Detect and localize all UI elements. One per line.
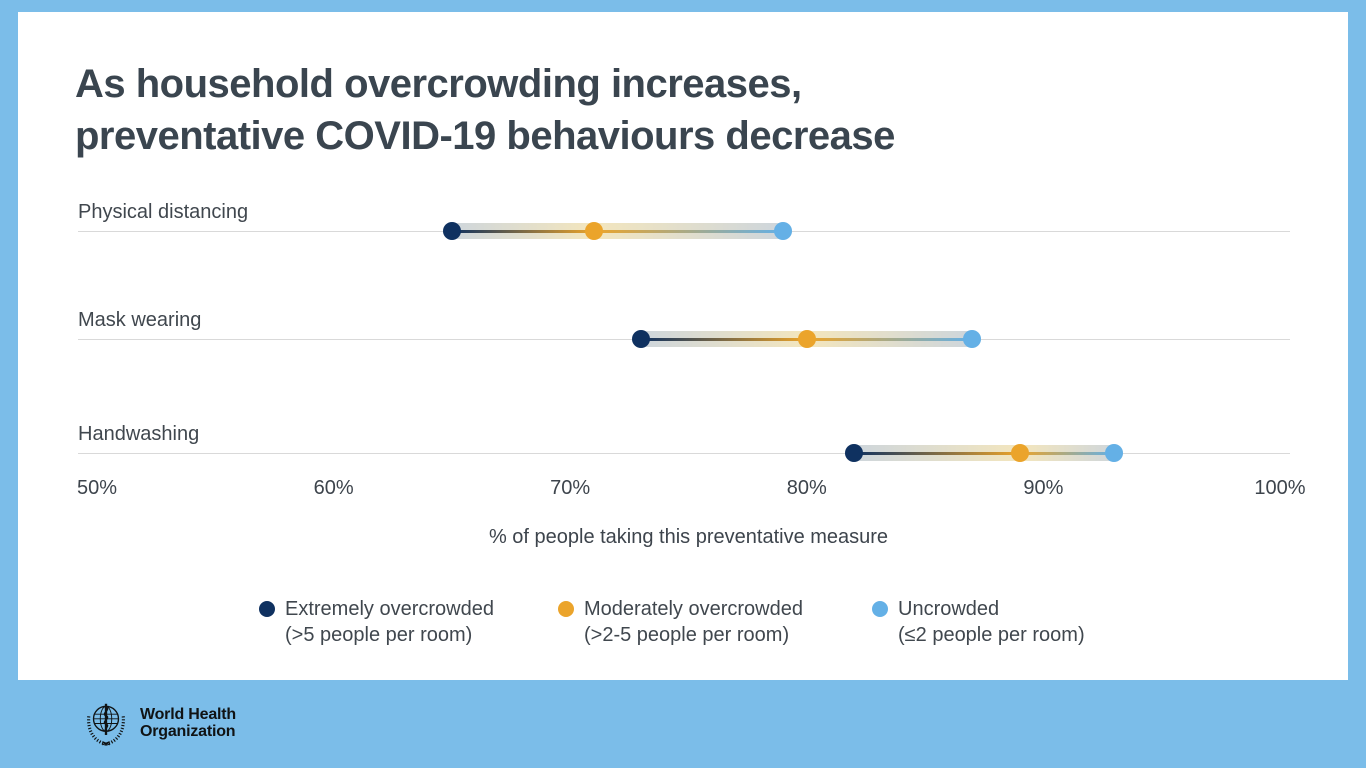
dumbbell-connector-line bbox=[451, 230, 784, 233]
chart-title-line1: As household overcrowding increases, bbox=[75, 62, 802, 106]
legend-label-line1: Moderately overcrowded bbox=[584, 598, 803, 620]
x-tick-90: 90% bbox=[1023, 477, 1064, 499]
legend-dot-uncrowded bbox=[872, 601, 888, 617]
legend-label-line2: (>2-5 people per room) bbox=[584, 624, 790, 646]
dot-moderately-overcrowded bbox=[1010, 444, 1029, 462]
dot-uncrowded bbox=[774, 222, 793, 240]
x-tick-60: 60% bbox=[313, 477, 354, 499]
legend-label-uncrowded: Uncrowded (≤2 people per room) bbox=[898, 596, 1085, 648]
legend-item-uncrowded: Uncrowded (≤2 people per room) bbox=[872, 596, 1085, 648]
x-tick-80: 80% bbox=[786, 477, 827, 499]
dot-moderately-overcrowded bbox=[797, 330, 816, 348]
legend-label-line1: Extremely overcrowded bbox=[285, 598, 494, 620]
category-label-handwashing: Handwashing bbox=[78, 423, 200, 445]
who-logo-line2: Organization bbox=[140, 723, 236, 740]
legend-dot-moderately-overcrowded bbox=[558, 601, 574, 617]
legend-item-moderately-overcrowded: Moderately overcrowded (>2-5 people per … bbox=[558, 596, 803, 648]
who-logo: World Health Organization bbox=[80, 697, 236, 749]
x-axis-label: % of people taking this preventative mea… bbox=[488, 526, 889, 548]
dot-uncrowded bbox=[963, 330, 982, 348]
chart-title: As household overcrowding increases, pre… bbox=[75, 58, 895, 162]
legend-dot-extremely-overcrowded bbox=[259, 601, 275, 617]
x-tick-50: 50% bbox=[76, 477, 118, 499]
legend-label-line2: (>5 people per room) bbox=[285, 624, 473, 646]
who-emblem-icon bbox=[87, 703, 125, 746]
footer-band bbox=[0, 680, 1366, 768]
x-tick-70: 70% bbox=[550, 477, 591, 499]
legend-label-line1: Uncrowded bbox=[898, 598, 1000, 620]
dumbbell-connector-line bbox=[854, 452, 1115, 455]
legend-label-line2: (≤2 people per room) bbox=[898, 624, 1085, 646]
legend-label-extremely-overcrowded: Extremely overcrowded (>5 people per roo… bbox=[285, 596, 494, 648]
chart-title-line2: preventative COVID-19 behaviours decreas… bbox=[75, 114, 895, 158]
category-label-mask-wearing: Mask wearing bbox=[78, 309, 202, 331]
dot-moderately-overcrowded bbox=[584, 222, 603, 240]
x-tick-100: 100% bbox=[1254, 477, 1306, 499]
who-logo-text: World Health Organization bbox=[140, 706, 236, 740]
dot-extremely-overcrowded bbox=[632, 330, 651, 348]
legend-item-extremely-overcrowded: Extremely overcrowded (>5 people per roo… bbox=[259, 596, 494, 648]
legend-label-moderately-overcrowded: Moderately overcrowded (>2-5 people per … bbox=[584, 596, 803, 648]
who-logo-line1: World Health bbox=[140, 706, 236, 723]
row-gridline-3 bbox=[78, 453, 1290, 454]
dot-extremely-overcrowded bbox=[442, 222, 461, 240]
dot-extremely-overcrowded bbox=[845, 444, 864, 462]
category-label-physical-distancing: Physical distancing bbox=[78, 201, 249, 223]
dot-uncrowded bbox=[1105, 444, 1124, 462]
